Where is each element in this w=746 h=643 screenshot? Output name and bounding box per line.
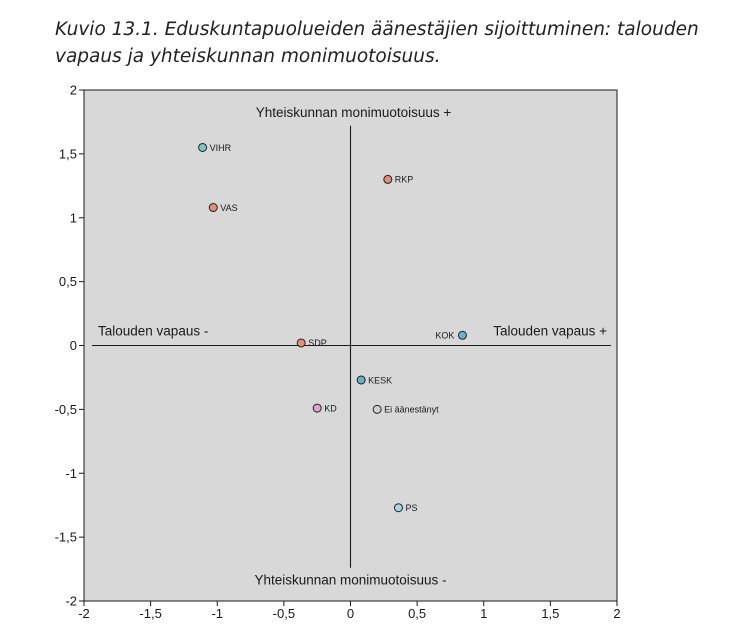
y-tick-label: 1,5 xyxy=(59,146,77,161)
point-label: SDP xyxy=(308,338,327,348)
point-label: PS xyxy=(405,503,417,513)
y-tick-label: 0 xyxy=(70,338,77,353)
x-tick-label: 1,5 xyxy=(541,606,559,621)
point-label: Ei äänestänyt xyxy=(384,405,439,415)
data-point xyxy=(296,338,306,348)
point-label: KOK xyxy=(435,331,454,341)
y-tick-label: -2 xyxy=(65,594,77,609)
point-label: KD xyxy=(324,403,337,413)
y-tick-label: -0,5 xyxy=(55,402,77,417)
point-label: KESK xyxy=(368,375,392,385)
x-tick-label: 2 xyxy=(613,606,620,621)
data-point xyxy=(208,203,218,213)
data-point xyxy=(312,403,322,413)
quadrant-label-top: Yhteiskunnan monimuotoisuus + xyxy=(256,105,452,120)
point-label: RKP xyxy=(395,175,414,185)
x-tick-label: 0,5 xyxy=(408,606,426,621)
y-tick-label: -1 xyxy=(65,466,77,481)
data-point xyxy=(457,330,467,340)
data-point xyxy=(383,174,393,184)
quadrant-label-bottom: Yhteiskunnan monimuotoisuus - xyxy=(254,573,446,588)
x-tick-label: -2 xyxy=(78,606,90,621)
y-tick-label: -1,5 xyxy=(55,530,77,545)
x-axis: -2 -1,5 -1 -0,5 0 0,5 1 1,5 2 xyxy=(78,601,621,621)
quadrant-label-right: Talouden vapaus + xyxy=(493,324,607,339)
data-points: VIHR VAS RKP KOK SDP KESK KD Ei äänestänyt PS xyxy=(198,142,467,513)
x-tick-label: -1 xyxy=(211,606,223,621)
y-tick-label: 2 xyxy=(70,83,77,98)
quadrant-label-left: Talouden vapaus - xyxy=(98,324,208,339)
y-tick-label: 0,5 xyxy=(59,274,77,289)
point-label: VAS xyxy=(220,203,237,213)
data-point xyxy=(372,404,382,414)
data-point xyxy=(393,503,403,513)
point-label: VIHR xyxy=(210,143,232,153)
data-point xyxy=(198,142,208,152)
x-tick-label: -1,5 xyxy=(139,606,161,621)
y-tick-label: 1 xyxy=(70,210,77,225)
x-tick-label: 1 xyxy=(480,606,487,621)
x-tick-label: 0 xyxy=(347,606,354,621)
x-tick-label: -0,5 xyxy=(273,606,295,621)
data-point xyxy=(356,375,366,385)
figure-caption: Kuvio 13.1. Eduskuntapuolueiden äänestäj… xyxy=(55,19,699,67)
y-axis: -2 -1,5 -1 -0,5 0 0,5 1 1,5 2 xyxy=(55,83,84,609)
